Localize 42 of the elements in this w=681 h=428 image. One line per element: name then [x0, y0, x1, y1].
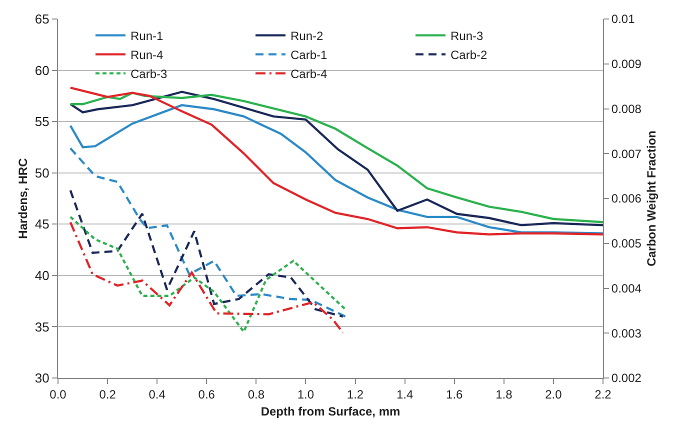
y-tick-label: 55	[34, 114, 50, 130]
legend-label: Run-3	[450, 28, 484, 43]
legend-label: Carb-4	[290, 66, 328, 81]
y2-tick-label: 0.002	[611, 371, 642, 386]
legend-label: Carb-3	[130, 66, 168, 81]
x-tick-label: 1.6	[446, 387, 464, 402]
line-series	[69, 189, 344, 318]
x-tick-label: 2.2	[594, 387, 612, 402]
legend-label: Carb-2	[450, 48, 488, 62]
x-tick-label: 0.8	[248, 387, 265, 402]
x-tick-label: 1.4	[396, 387, 414, 402]
x-tick-label: 1.2	[346, 387, 364, 402]
x-tick-label: 1.0	[297, 387, 314, 402]
x-tick-label: 1.8	[496, 387, 513, 402]
y2-tick-label: 0.004	[611, 281, 642, 296]
x-axis-title: Depth from Surface, mm	[260, 404, 400, 418]
x-tick-label: 0.6	[198, 387, 216, 402]
y2-tick-label: 0.007	[611, 146, 642, 161]
y-tick-label: 60	[34, 62, 50, 78]
y2-tick-label: 0.008	[611, 102, 642, 116]
y-tick-label: 30	[34, 370, 50, 386]
y-tick-label: 50	[34, 165, 50, 180]
y2-tick-label: 0.009	[611, 57, 642, 72]
y2-tick-label: 0.003	[611, 326, 642, 340]
y2-tick-label: 0.005	[611, 236, 642, 251]
y-tick-label: 40	[34, 268, 50, 283]
x-tick-label: 2.0	[545, 387, 562, 402]
y-tick-label: 45	[34, 216, 50, 232]
y-tick-label: 35	[34, 319, 50, 334]
line-series	[69, 147, 346, 318]
x-tick-label: 0.4	[148, 387, 166, 402]
x-tick-label: 0.2	[99, 387, 116, 402]
y2-axis-title: Carbon Weight Fraction	[644, 130, 659, 266]
x-tick-label: 0.0	[50, 387, 67, 402]
y2-tick-label: 0.01	[611, 12, 636, 26]
y-tick-label: 65	[34, 12, 50, 27]
legend-label: Carb-1	[290, 48, 328, 62]
legend-label: Run-4	[130, 48, 164, 62]
y-axis-title: Hardens, HRC	[16, 158, 30, 239]
y2-tick-label: 0.006	[611, 192, 642, 206]
legend-label: Run-1	[130, 28, 164, 43]
legend-label: Run-2	[290, 28, 324, 43]
